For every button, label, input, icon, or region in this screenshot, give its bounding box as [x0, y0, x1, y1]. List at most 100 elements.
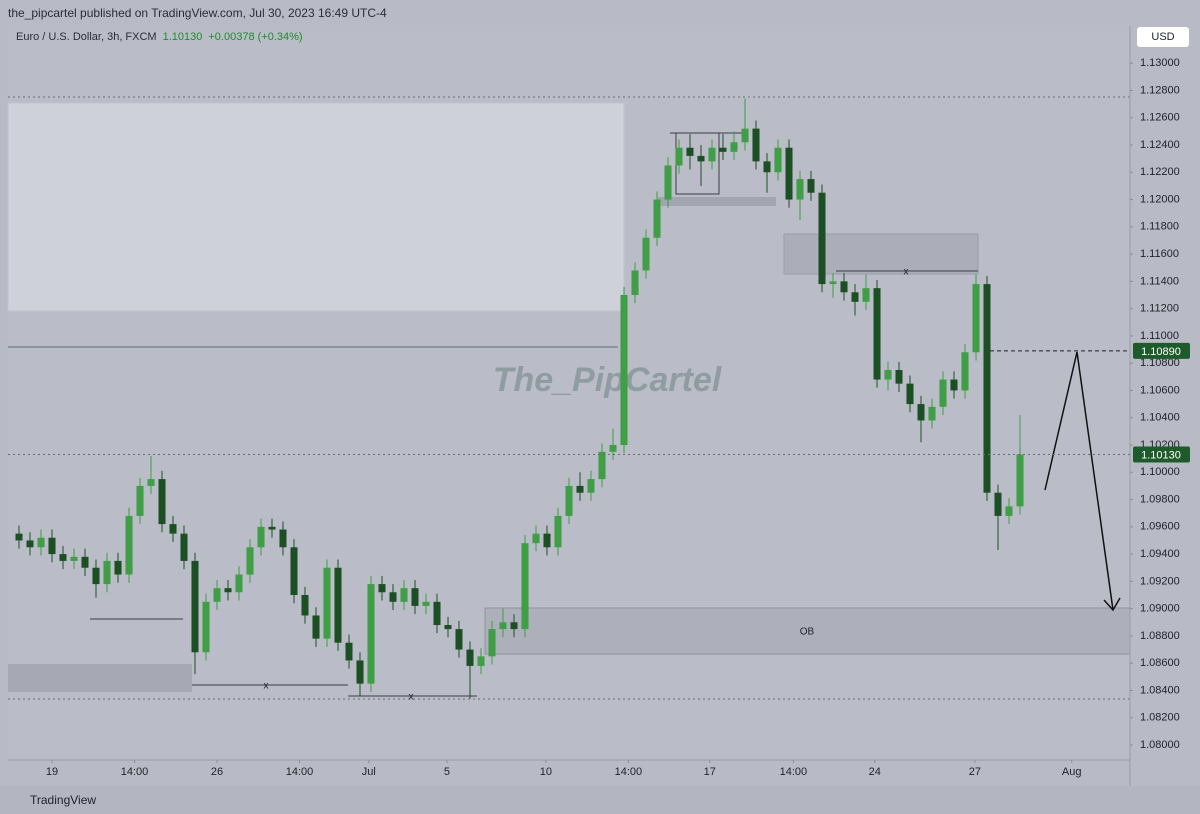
candle-body	[818, 192, 826, 285]
candle-body	[1016, 454, 1024, 507]
zone	[783, 233, 979, 275]
y-tick-label: 1.09600	[1140, 521, 1180, 533]
y-tick-label: 1.08800	[1140, 630, 1180, 642]
x-tick-label: Aug	[1062, 766, 1082, 778]
currency-button[interactable]: USD	[1137, 27, 1189, 47]
candle-body	[268, 526, 276, 530]
y-tick-label: 1.11400	[1140, 275, 1179, 287]
annotation-label: x	[904, 267, 909, 278]
candle-body	[499, 622, 507, 630]
candle-body	[829, 281, 837, 285]
x-tick-label: 19	[46, 766, 58, 778]
x-tick-label: 14:00	[615, 766, 643, 778]
order-block	[484, 607, 1131, 655]
y-tick-label: 1.10400	[1140, 412, 1180, 424]
candle-body	[433, 601, 441, 625]
candle-body	[873, 288, 881, 380]
candle-body	[466, 649, 474, 666]
candle-body	[191, 560, 199, 653]
y-tick-label: 1.12800	[1140, 84, 1180, 96]
x-tick-label: 14:00	[286, 766, 314, 778]
candle-body	[37, 537, 45, 548]
publish-info: the_pipcartel published on TradingView.c…	[8, 6, 387, 20]
candle-body	[917, 404, 925, 421]
y-tick-label: 1.12200	[1140, 166, 1180, 178]
candle-body	[136, 485, 144, 516]
candle-body	[543, 533, 551, 548]
candle-body	[334, 567, 342, 643]
candle-body	[631, 270, 639, 295]
candle-body	[774, 147, 782, 173]
candle-body	[708, 147, 716, 162]
candle-body	[576, 485, 584, 493]
x-tick-label: 14:00	[121, 766, 149, 778]
candle-body	[664, 165, 672, 200]
zone	[7, 102, 625, 312]
y-tick-label: 1.08000	[1140, 739, 1180, 751]
x-tick-label: Jul	[362, 766, 376, 778]
candle-body	[26, 540, 34, 548]
candle-body	[202, 601, 210, 653]
candle-body	[213, 588, 221, 602]
candle-body	[345, 642, 353, 661]
candle-body	[81, 556, 89, 568]
candle-body	[367, 584, 375, 684]
candle-body	[785, 147, 793, 200]
candle-body	[697, 155, 705, 162]
candle-body	[158, 479, 166, 525]
candle-body	[323, 567, 331, 639]
candle-body	[125, 515, 133, 575]
candle-body	[235, 574, 243, 593]
candle-body	[356, 660, 364, 684]
brand: TradingView	[30, 793, 97, 807]
candle-body	[15, 533, 23, 541]
y-tick-label: 1.09800	[1140, 493, 1180, 505]
x-tick-label: 24	[869, 766, 881, 778]
y-tick-label: 1.11600	[1140, 248, 1179, 260]
candle-body	[279, 529, 287, 548]
candle-body	[312, 615, 320, 639]
candle-body	[400, 588, 408, 602]
annotation-label: OB	[800, 627, 815, 638]
x-tick-label: 14:00	[780, 766, 808, 778]
candle-body	[851, 292, 859, 302]
candle-body	[455, 629, 463, 650]
candle-body	[609, 445, 617, 452]
price-badge-label: 1.10890	[1141, 346, 1181, 358]
candle-body	[246, 547, 254, 575]
candle-body	[422, 601, 430, 606]
y-tick-label: 1.11000	[1140, 330, 1179, 342]
candle-body	[444, 625, 452, 630]
y-tick-label: 1.10600	[1140, 384, 1180, 396]
y-tick-label: 1.08400	[1140, 684, 1180, 696]
candle-body	[653, 199, 661, 238]
y-tick-label: 1.13000	[1140, 57, 1180, 69]
footer: TradingView	[0, 786, 1200, 814]
candle-body	[389, 592, 397, 602]
candle-body	[620, 295, 628, 445]
y-tick-label: 1.08600	[1140, 657, 1180, 669]
candle-body	[840, 281, 848, 293]
y-tick-label: 1.09400	[1140, 548, 1180, 560]
candle-body	[257, 526, 265, 548]
candle-body	[147, 479, 155, 486]
candle-body	[675, 147, 683, 166]
y-tick-label: 1.12600	[1140, 112, 1180, 124]
candle-body	[719, 147, 727, 152]
candle-body	[796, 179, 804, 200]
candle-body	[686, 147, 694, 156]
candle-body	[983, 284, 991, 493]
price-change: +0.00378 (+0.34%)	[208, 31, 303, 43]
y-tick-label: 1.09000	[1140, 603, 1180, 615]
candle-body	[587, 479, 595, 493]
price-badge	[1133, 446, 1190, 463]
candle-body	[301, 595, 309, 616]
candle-body	[961, 352, 969, 391]
annotation-label: x	[409, 692, 414, 703]
candle-body	[928, 406, 936, 421]
y-tick-label: 1.11200	[1140, 303, 1179, 315]
candle-body	[763, 161, 771, 173]
candle-body	[642, 237, 650, 271]
candle-body	[114, 560, 122, 575]
